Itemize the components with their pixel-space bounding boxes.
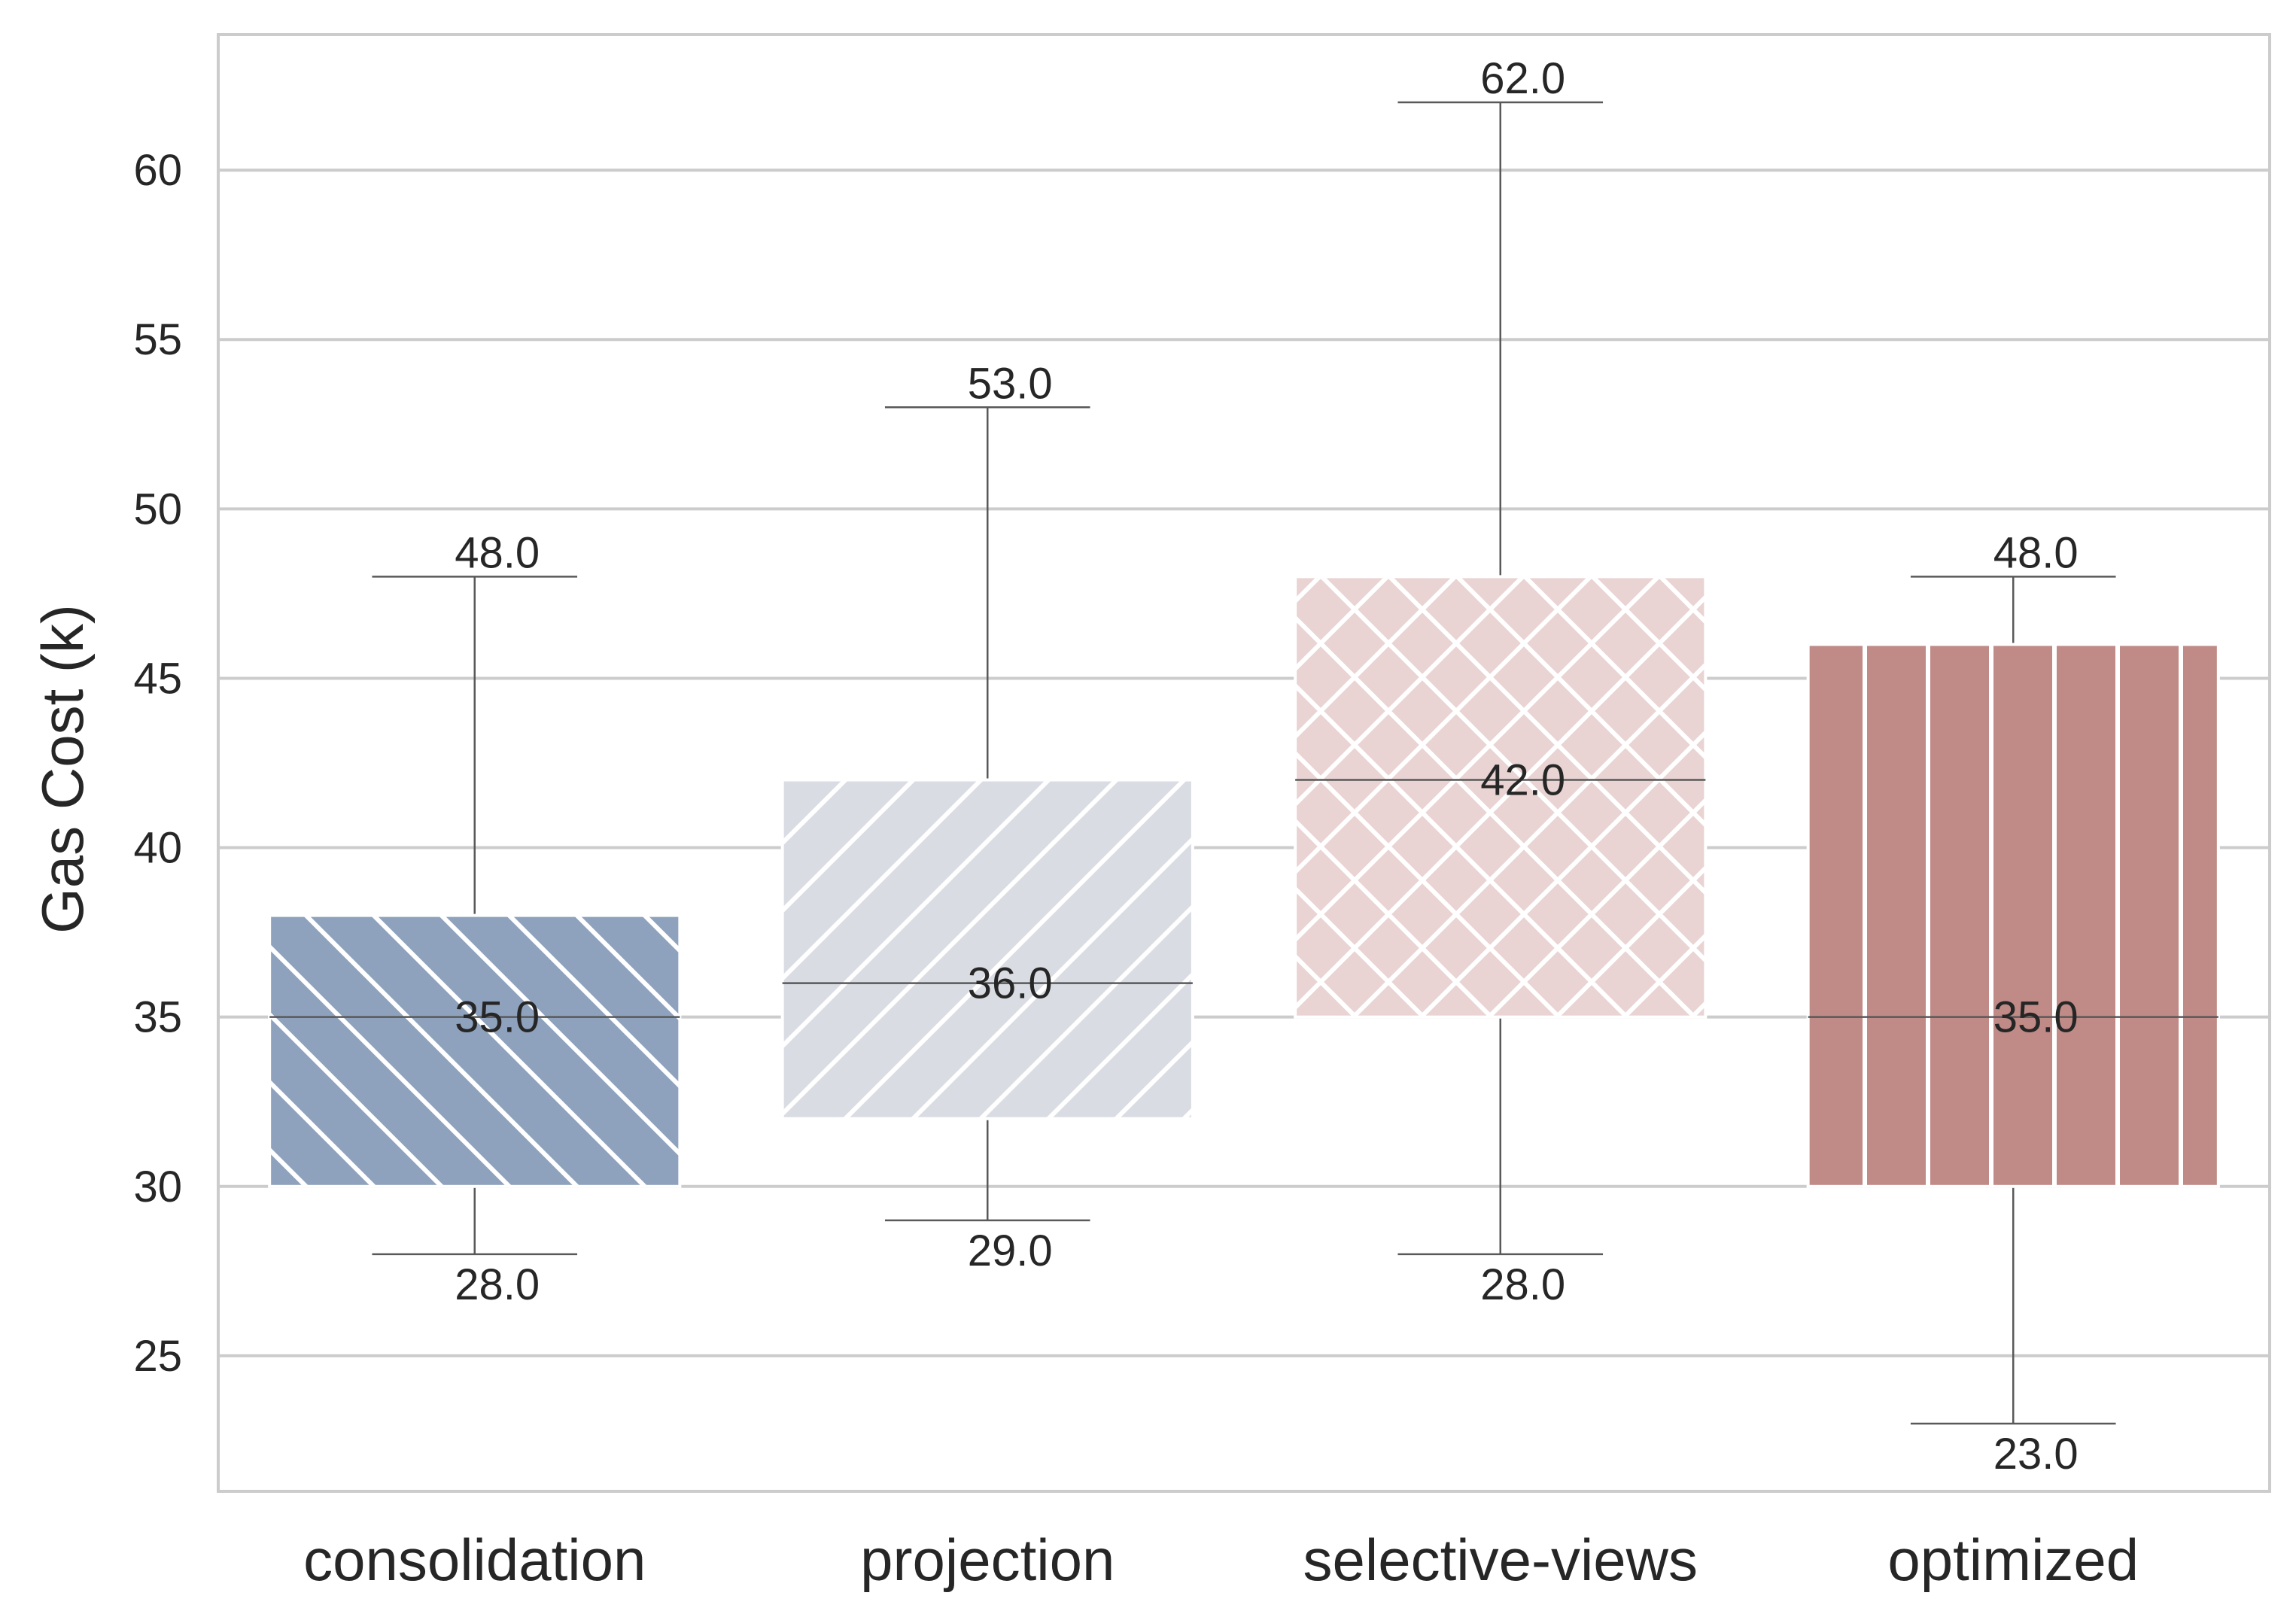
x-tick-label: optimized [1887,1527,2139,1593]
y-tick-label: 50 [133,485,182,533]
iqr-box [1294,575,1708,1019]
max-label: 62.0 [1480,54,1565,103]
min-label: 28.0 [455,1260,540,1309]
y-tick-label: 30 [133,1163,182,1211]
min-label: 23.0 [1993,1430,2079,1479]
y-axis-label: Gas Cost (k) [29,604,96,934]
y-tick-label: 25 [133,1332,182,1381]
min-label: 28.0 [1480,1260,1565,1309]
max-label: 53.0 [968,359,1053,408]
axis-layer: 25 30 35 40 45 50 55 60 consolidation projection s… [133,33,2271,1593]
median-label: 42.0 [1480,756,1565,805]
y-tick-label: 40 [133,824,182,873]
iqr-box [1806,643,2220,1188]
box-selective-views: 62.0 42.0 28.0 [1294,54,1708,1309]
iqr-box [268,913,682,1188]
x-tick-label: projection [860,1527,1115,1593]
max-label: 48.0 [1993,528,2079,577]
x-tick-label: selective-views [1303,1527,1698,1593]
max-label: 48.0 [455,528,540,577]
y-tick-label: 35 [133,993,182,1042]
median-label: 35.0 [455,993,540,1042]
y-tick-label: 45 [133,654,182,703]
y-tick-label: 55 [133,315,182,364]
min-label: 29.0 [968,1226,1053,1275]
y-tick-label: 60 [133,146,182,195]
box-consolidation: 48.0 35.0 28.0 [268,528,682,1309]
box-projection: 53.0 36.0 29.0 [780,359,1194,1275]
iqr-box [780,778,1194,1120]
median-label: 36.0 [968,959,1053,1008]
x-tick-label: consolidation [303,1527,646,1593]
boxes-layer: 48.035.028.053.036.029.062.042.028.048.0… [268,54,2220,1479]
box-optimized: 48.0 35.0 23.0 [1806,528,2220,1479]
median-label: 35.0 [1993,993,2079,1042]
plot-frame [217,33,2271,1493]
